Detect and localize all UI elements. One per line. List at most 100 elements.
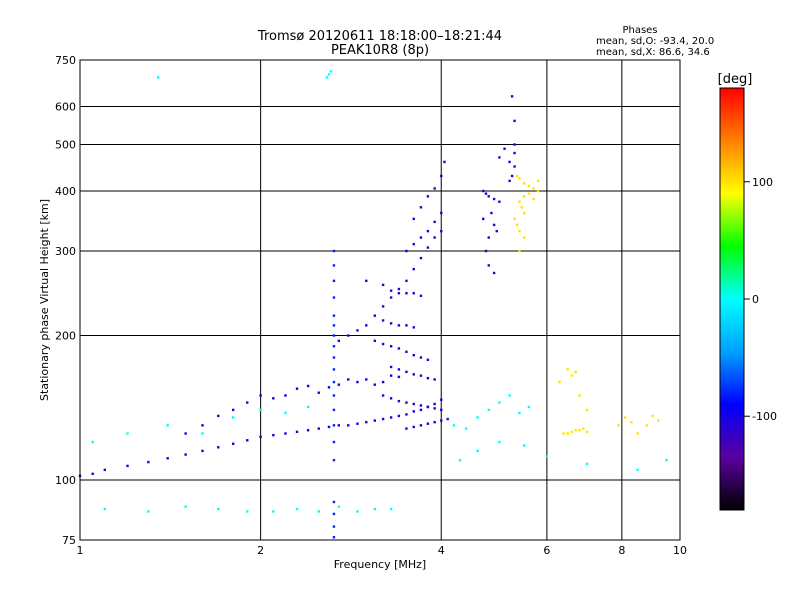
data-point [184,453,187,456]
data-point [440,398,443,401]
data-point [373,419,377,422]
data-point [397,375,401,379]
colorbar-tick-label: 100 [752,176,773,189]
data-point [412,353,415,357]
x-tick-label: 1 [77,544,84,557]
data-point [381,319,385,322]
data-point [419,408,423,412]
data-point [476,416,479,419]
data-point [523,444,526,447]
data-point [426,195,430,198]
colorbar-tick-label: 0 [752,293,759,306]
data-point [419,256,423,260]
data-point [356,329,359,332]
data-point [426,246,430,249]
data-point [419,294,423,297]
data-point [147,510,150,513]
data-point [518,249,521,253]
data-point [490,211,493,215]
data-point [508,179,511,183]
data-point [513,217,516,221]
data-point [446,417,449,421]
data-point [126,464,129,468]
data-point [503,147,506,150]
data-point [157,76,160,79]
data-point [585,430,589,434]
data-point [201,432,204,435]
data-point [317,391,320,394]
x-tick-label: 8 [618,544,625,557]
data-point [317,510,320,513]
data-point [566,432,569,435]
y-tick-label: 500 [55,139,76,152]
data-point [433,402,436,406]
x-tick-label: 6 [543,544,550,557]
data-point [259,435,262,439]
data-points [78,70,668,539]
data-point [295,507,299,511]
data-point [518,177,521,180]
data-point [405,350,408,353]
data-point [623,416,627,419]
y-tick-label: 75 [62,534,76,547]
data-point [570,374,573,377]
data-point [419,236,423,239]
data-point [332,408,336,412]
data-point [147,460,150,464]
data-point [513,165,516,168]
data-point [498,200,501,203]
data-point [523,211,526,215]
data-point [397,292,401,295]
data-point [405,427,408,430]
data-point [523,195,526,198]
data-point [412,410,415,413]
data-point [332,368,336,371]
data-point [217,446,220,449]
data-point [389,507,393,511]
data-point [332,525,336,528]
data-point [440,211,443,215]
data-point [373,383,377,386]
data-point [337,339,341,343]
data-point [585,408,589,412]
data-point [513,151,516,155]
data-point [657,419,660,422]
data-point [217,507,220,511]
data-point [419,374,423,377]
data-point [231,408,235,412]
data-point [272,397,275,400]
data-point [419,356,423,359]
data-point [284,394,287,397]
data-point [412,292,415,295]
data-point [365,378,368,381]
data-point [562,432,565,435]
data-point [389,289,393,292]
data-point [452,424,456,427]
data-point [520,206,524,209]
data-point [426,358,430,362]
data-point [518,229,521,233]
data-point [518,200,521,203]
data-point [217,414,220,418]
data-point [527,192,531,195]
data-point [126,432,129,435]
data-point [332,334,336,337]
data-point [381,417,385,421]
data-point [356,422,359,425]
data-point [433,187,436,190]
data-point [329,70,333,73]
data-point [337,383,341,386]
data-point [201,449,204,453]
data-point [306,405,310,409]
data-point [405,324,408,327]
data-point [578,429,581,432]
data-point [332,345,336,348]
data-point [184,432,187,435]
data-point [246,439,249,442]
data-point [373,507,377,511]
data-point [464,427,468,430]
data-point [332,512,336,516]
data-point [332,500,336,504]
data-point [570,430,573,434]
